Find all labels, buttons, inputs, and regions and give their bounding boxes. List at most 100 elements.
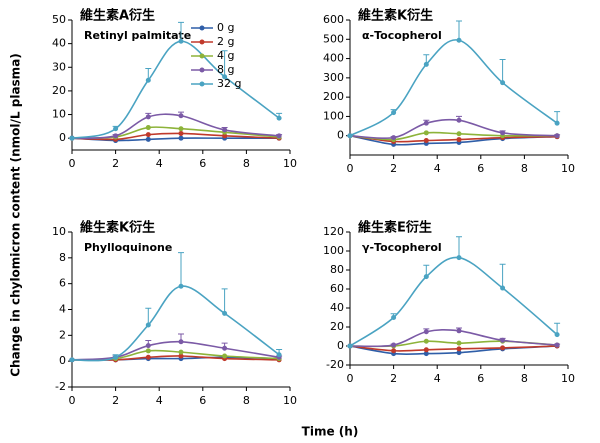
series-line [349, 134, 558, 143]
y-tick-label: 300 [323, 71, 344, 84]
marker [69, 357, 75, 363]
y-tick-label: 0 [59, 354, 66, 367]
marker [456, 350, 462, 356]
marker [178, 349, 184, 355]
marker [276, 133, 282, 139]
x-tick-label: 0 [347, 372, 354, 385]
y-tick-label: 40 [330, 301, 344, 314]
marker [554, 332, 560, 338]
marker [423, 138, 429, 144]
legend-label: 32 g [217, 77, 241, 90]
marker [554, 133, 560, 139]
marker [178, 353, 184, 359]
marker [145, 354, 151, 360]
y-tick-label: 100 [323, 109, 344, 122]
y-tick-label: 120 [323, 225, 344, 238]
x-tick-label: 10 [283, 157, 297, 170]
marker [113, 133, 119, 139]
y-tick-label: 6 [59, 277, 66, 290]
marker [456, 255, 462, 261]
y-tick-label: -20 [326, 358, 344, 371]
x-tick-label: 6 [477, 372, 484, 385]
marker [347, 343, 353, 349]
x-tick-label: 6 [199, 157, 206, 170]
marker [145, 77, 151, 83]
marker [178, 38, 184, 44]
marker [500, 337, 506, 343]
series-line [349, 329, 558, 348]
legend-marker [199, 53, 205, 59]
marker [347, 133, 353, 139]
marker [178, 135, 184, 141]
panel-subtitle: α-Tocopherol [362, 29, 442, 42]
y-tick-label: 80 [330, 263, 344, 276]
y-tick-label: 0 [59, 131, 66, 144]
legend-label: 0 g [217, 21, 234, 34]
y-tick-label: 400 [323, 52, 344, 65]
error-bar [221, 288, 228, 314]
error-bar [499, 59, 506, 83]
marker [145, 136, 151, 142]
y-tick-label: 600 [323, 13, 344, 26]
series-line [349, 131, 558, 141]
series-line [349, 134, 558, 146]
x-axis-label: Time (h) [302, 425, 359, 439]
x-tick-label: 2 [112, 394, 119, 407]
series-line [71, 285, 280, 362]
error-bar [499, 263, 506, 289]
y-tick-label: -2 [55, 380, 66, 393]
error-bar [178, 21, 184, 42]
marker [391, 110, 397, 116]
legend-marker [199, 39, 205, 45]
marker [222, 127, 228, 133]
panel-subtitle: Retinyl palmitate [84, 29, 191, 42]
series-line [349, 345, 558, 352]
marker [276, 115, 282, 121]
marker [145, 348, 151, 354]
legend-marker [199, 81, 205, 87]
marker [178, 126, 184, 132]
x-tick-label: 4 [434, 372, 441, 385]
series-line [349, 345, 558, 355]
error-bar [456, 20, 462, 41]
y-tick-label: 4 [59, 303, 66, 316]
marker [145, 322, 151, 328]
legend-label: 4 g [217, 49, 234, 62]
y-tick-label: 500 [323, 32, 344, 45]
marker [145, 132, 151, 138]
marker [391, 342, 397, 348]
marker [69, 135, 75, 141]
marker [391, 135, 397, 141]
x-tick-label: 4 [156, 394, 163, 407]
x-tick-label: 2 [112, 157, 119, 170]
y-tick-label: 50 [52, 13, 66, 26]
marker [456, 117, 462, 123]
y-tick-label: 20 [52, 84, 66, 97]
marker [554, 120, 560, 126]
x-tick-label: 10 [561, 162, 575, 175]
legend-marker [199, 67, 205, 73]
marker [500, 285, 506, 291]
marker [391, 348, 397, 354]
error-bar [178, 252, 184, 287]
y-tick-label: 200 [323, 90, 344, 103]
x-tick-label: 4 [156, 157, 163, 170]
x-tick-label: 10 [561, 372, 575, 385]
marker [456, 37, 462, 43]
y-tick-label: 30 [52, 60, 66, 73]
marker [423, 61, 429, 67]
x-tick-label: 0 [347, 162, 354, 175]
marker [456, 346, 462, 352]
legend-marker [199, 25, 205, 31]
y-tick-label: 20 [330, 320, 344, 333]
y-tick-label: 40 [52, 37, 66, 50]
series-line [71, 113, 280, 139]
y-tick-label: 8 [59, 251, 66, 264]
marker [391, 315, 397, 320]
marker [423, 338, 429, 344]
x-tick-label: 0 [69, 394, 76, 407]
marker [222, 310, 228, 316]
x-tick-label: 10 [283, 394, 297, 407]
marker [500, 130, 506, 136]
